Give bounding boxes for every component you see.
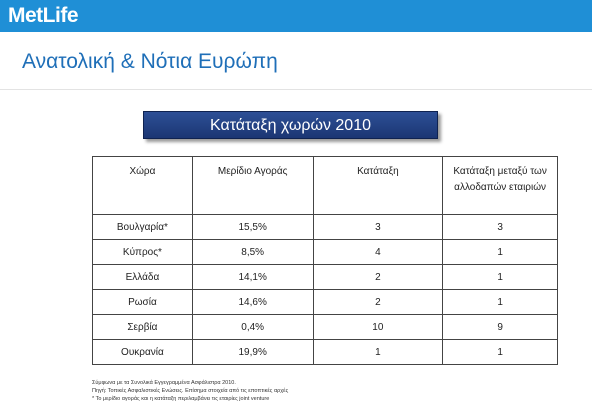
table-cell: Ελλάδα (92, 264, 193, 290)
table-cell: 3 (312, 214, 444, 240)
ranking-table: Χώρα Μερίδιο Αγοράς Κατάταξη Κατάταξη μεταξ… (92, 156, 558, 365)
table-row: Ουκρανία 19,9% 1 1 (92, 339, 558, 365)
table-cell: 9 (442, 314, 558, 340)
column-header: Κατάταξη (312, 156, 444, 215)
table-cell: 1 (312, 339, 444, 365)
logo: MetLife (8, 4, 79, 27)
table-cell: 14,6% (191, 289, 314, 315)
table-body: Βουλγαρία* 15,5% 3 3 Κύπρος* 8,5% 4 1 Ελλάδα 14,1… (92, 214, 558, 365)
table-cell: 15,5% (191, 214, 314, 240)
table-cell: Κύπρος* (92, 239, 193, 265)
table-cell: 1 (442, 339, 558, 365)
table-row: Σερβία 0,4% 10 9 (92, 314, 558, 340)
table-cell: 14,1% (191, 264, 314, 290)
footnotes: Σύμφωνα με τα Συνολικά Εγγεγραμμένα Ασφά… (92, 379, 288, 403)
table-cell: 19,9% (191, 339, 314, 365)
table-row: Βουλγαρία* 15,5% 3 3 (92, 214, 558, 240)
table-row: Ρωσία 14,6% 2 1 (92, 289, 558, 315)
table-cell: 2 (312, 264, 444, 290)
header-row: Χώρα Μερίδιο Αγοράς Κατάταξη Κατάταξη μεταξ… (92, 156, 558, 215)
table-cell: Ρωσία (92, 289, 193, 315)
table-cell: 3 (442, 214, 558, 240)
table-cell: 1 (442, 289, 558, 315)
column-header: Χώρα (92, 156, 193, 215)
table-cell: Σερβία (92, 314, 193, 340)
table-row: Κύπρος* 8,5% 4 1 (92, 239, 558, 265)
column-header: Κατάταξη μεταξύ των αλλοδαπών εταιριών (442, 156, 558, 215)
footnote: * Το μερίδιο αγοράς και η κατάταξη περιλ… (92, 396, 270, 402)
table-cell: 1 (442, 239, 558, 265)
table-cell: 8,5% (191, 239, 314, 265)
footnote: Σύμφωνα με τα Συνολικά Εγγεγραμμένα Ασφά… (92, 380, 236, 386)
table-cell: Ουκρανία (92, 339, 193, 365)
table-cell: 10 (312, 314, 444, 340)
divider (0, 89, 592, 90)
footnote: Πηγή: Τοπικές Ασφαλιστικές Ενώσεις. Επίσ… (92, 388, 289, 394)
table-row: Ελλάδα 14,1% 2 1 (92, 264, 558, 290)
column-header: Μερίδιο Αγοράς (191, 156, 314, 215)
banner: Κατάταξη χωρών 2010 (143, 111, 438, 139)
page-title: Ανατολική & Νότια Ευρώπη (22, 50, 278, 73)
header-bar: MetLife (0, 0, 592, 32)
table-cell: 2 (312, 289, 444, 315)
table-cell: 4 (312, 239, 444, 265)
table-cell: Βουλγαρία* (92, 214, 193, 240)
table-cell: 0,4% (191, 314, 314, 340)
table-cell: 1 (442, 264, 558, 290)
